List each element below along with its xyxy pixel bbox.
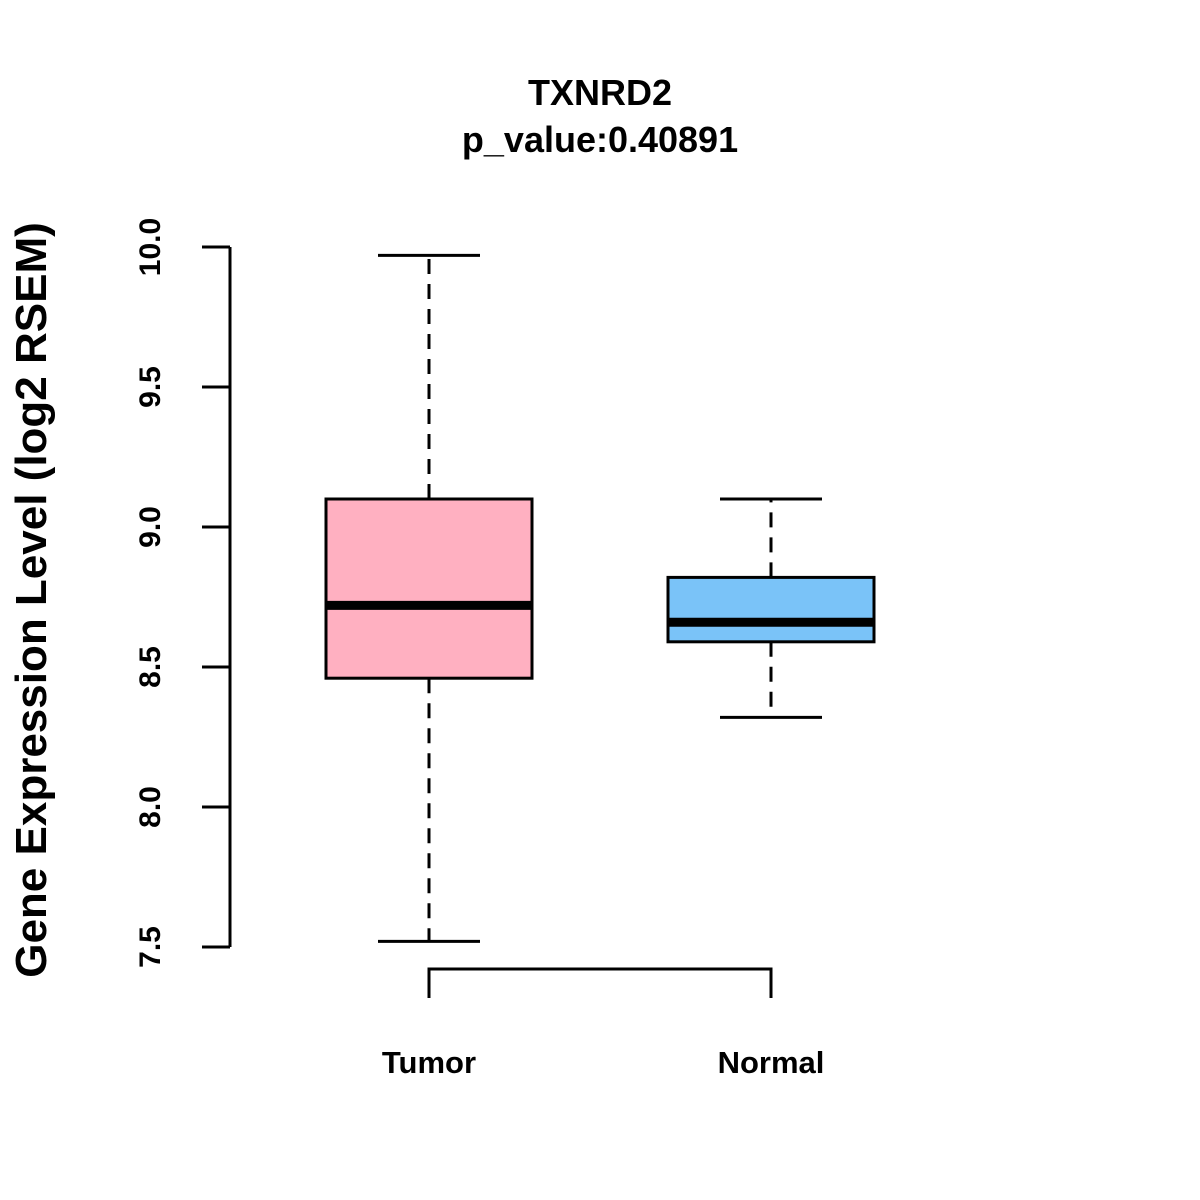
iqr-box [324,497,534,680]
boxes-group [324,253,876,943]
y-tick-label: 8.0 [134,786,167,828]
iqr-box [666,575,876,644]
y-axis-title: Gene Expression Level (log2 RSEM) [7,222,56,978]
y-tick-label: 7.5 [134,926,167,968]
category-labels: Tumor Normal [382,1045,824,1080]
box-tumor [324,253,534,943]
category-label-tumor: Tumor [382,1045,476,1080]
y-axis-ticks: 7.5 8.0 8.5 9.0 9.5 10.0 [134,218,230,968]
y-tick-label: 9.5 [134,366,167,408]
chart-subtitle: p_value:0.40891 [462,119,738,160]
category-label-normal: Normal [718,1045,825,1080]
comparison-bracket [427,967,773,998]
chart-title: TXNRD2 [528,72,672,113]
y-tick-label: 9.0 [134,506,167,548]
bracket-line [427,967,773,998]
box-normal [666,497,876,719]
y-tick-label: 8.5 [134,646,167,688]
y-tick-label: 10.0 [134,218,167,276]
